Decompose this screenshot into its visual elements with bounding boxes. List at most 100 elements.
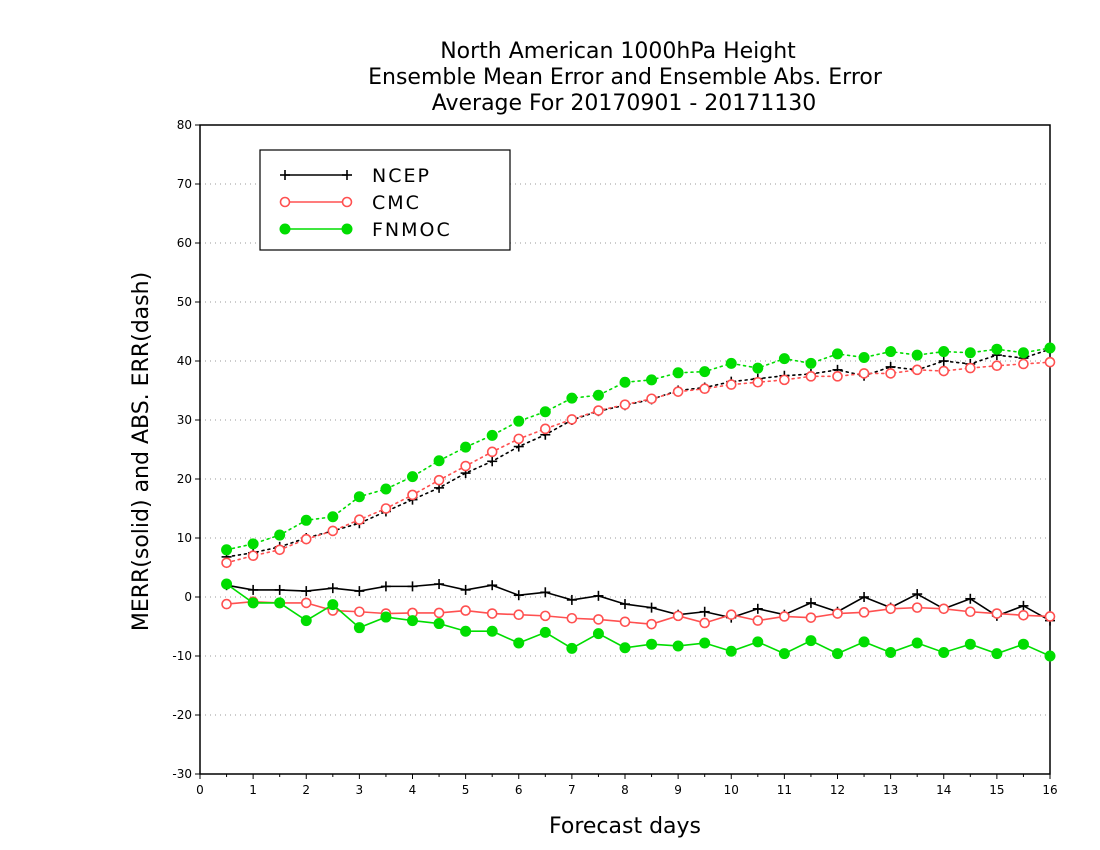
legend-marker-ncep [280, 170, 290, 180]
cmc-merr-point [779, 611, 790, 622]
fnmoc-merr-point [460, 625, 472, 637]
fnmoc-merr-point [964, 638, 976, 650]
legend-marker-ncep [342, 170, 352, 180]
fnmoc-abs-err-point [885, 346, 897, 358]
fnmoc-abs-err-point [327, 511, 339, 523]
fnmoc-abs-err-point [486, 429, 498, 441]
fnmoc-abs-err-point [911, 349, 923, 361]
chart-title-line-1: North American 1000hPa Height [440, 39, 796, 64]
ncep-merr-point [248, 584, 259, 595]
fnmoc-merr-point [832, 648, 843, 660]
fnmoc-abs-err-point [300, 514, 312, 526]
fnmoc-merr-point [300, 615, 312, 627]
cmc-abs-err-point [858, 368, 870, 379]
fnmoc-merr-point [513, 637, 525, 649]
chart-title: North American 1000hPa Height Ensemble M… [368, 39, 883, 116]
fnmoc-merr-point [991, 648, 1003, 660]
y-tick-label: 30 [177, 413, 192, 427]
cmc-merr-point [354, 606, 365, 618]
cmc-merr-point [1044, 611, 1056, 622]
cmc-abs-err-point [433, 474, 445, 486]
x-tick-label: 10 [724, 783, 739, 797]
cmc-merr-point [646, 618, 657, 630]
fnmoc-abs-err-point [513, 415, 525, 427]
grid-lines [200, 183, 1050, 716]
x-tick-label: 4 [409, 783, 417, 797]
fnmoc-abs-err-point [407, 471, 418, 483]
fnmoc-abs-err-point [380, 483, 392, 495]
ncep-merr-point [593, 590, 604, 601]
cmc-merr-point [965, 606, 976, 618]
y-tick-label: 80 [177, 118, 192, 132]
cmc-merr-point [938, 603, 950, 615]
y-tick-label: 40 [177, 354, 192, 368]
fnmoc-abs-err-point [566, 392, 578, 404]
x-tick-label: 11 [777, 783, 792, 797]
x-tick-label: 13 [883, 783, 898, 797]
cmc-abs-err-point [805, 371, 817, 382]
fnmoc-abs-err-point [353, 491, 365, 503]
x-tick-label: 1 [249, 783, 257, 797]
fnmoc-merr-point [327, 599, 339, 611]
fnmoc-merr-point [274, 597, 286, 609]
cmc-abs-err-point [646, 393, 657, 405]
series-fnmoc [221, 342, 1056, 662]
cmc-abs-err-point [221, 557, 232, 569]
cmc-merr-point [433, 607, 445, 619]
cmc-abs-err-point [938, 365, 950, 377]
cmc-abs-err-point [327, 525, 339, 537]
cmc-abs-err-line [225, 361, 1051, 564]
ncep-merr-point [566, 594, 577, 605]
ncep-merr-point [752, 603, 763, 614]
cmc-abs-err-point [965, 362, 976, 374]
cmc-abs-err-point [486, 446, 498, 458]
cmc-abs-err-point [699, 383, 710, 395]
cmc-abs-err-point [354, 514, 365, 526]
ncep-merr-point [699, 606, 710, 617]
legend-marker-fnmoc [341, 223, 353, 235]
cmc-abs-err-point [407, 489, 418, 501]
cmc-merr-point [672, 610, 684, 622]
ncep-merr-point [859, 592, 870, 602]
legend-item-cmc: CMC [279, 192, 419, 214]
ncep-merr-point [805, 597, 816, 608]
ncep-merr-point [434, 579, 445, 590]
y-tick-label: -10 [172, 649, 192, 663]
ncep-merr-point [513, 590, 524, 601]
fnmoc-abs-err-point [964, 347, 976, 359]
fnmoc-merr-point [592, 628, 604, 640]
fnmoc-merr-point [646, 638, 658, 650]
fnmoc-merr-point [353, 622, 365, 634]
y-tick-label: 60 [177, 236, 192, 250]
x-tick-label: 15 [989, 783, 1004, 797]
legend: NCEP CMC FNMOC [259, 149, 511, 251]
fnmoc-merr-point [1044, 650, 1056, 662]
fnmoc-merr-point [566, 642, 578, 654]
ncep-merr-point [487, 580, 498, 591]
fnmoc-merr-point [699, 637, 711, 649]
cmc-abs-err-point [885, 368, 896, 379]
fnmoc-abs-err-point [1017, 347, 1029, 359]
legend-label-fnmoc: FNMOC [372, 219, 452, 241]
fnmoc-merr-point [407, 615, 418, 627]
cmc-merr-point [593, 614, 604, 625]
cmc-abs-err-point [566, 414, 578, 425]
ncep-merr-point [327, 583, 338, 594]
chart-title-line-3: Average For 20170901 - 20171130 [432, 91, 817, 116]
ncep-abs-err-point [938, 356, 949, 366]
fnmoc-abs-err-point [460, 441, 472, 453]
x-tick-label: 0 [196, 783, 204, 797]
y-tick-label: 10 [177, 531, 192, 545]
fnmoc-abs-err-point [274, 529, 286, 541]
cmc-abs-err-point [832, 371, 843, 382]
cmc-merr-point [752, 615, 764, 626]
ncep-merr-line [226, 583, 1051, 622]
y-axis-label: MERR(solid) and ABS. ERR(dash) [129, 272, 154, 631]
cmc-merr-point [1018, 609, 1029, 621]
x-tick-label: 6 [515, 783, 523, 797]
fnmoc-merr-point [752, 636, 764, 648]
fnmoc-abs-err-point [832, 348, 843, 360]
x-tick-label: 5 [462, 783, 470, 797]
ncep-merr-point [354, 586, 365, 597]
fnmoc-abs-err-line [225, 347, 1051, 551]
